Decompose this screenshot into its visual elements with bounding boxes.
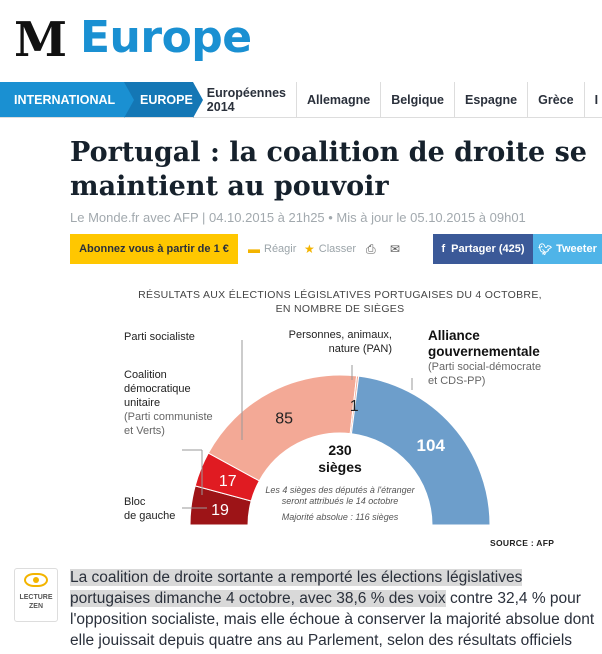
classify-button[interactable]: ★ Classer (304, 234, 356, 264)
react-button[interactable]: ▬ Réagir (248, 234, 296, 264)
facebook-share-button[interactable]: f Partager (425) (433, 234, 533, 264)
donut-segment-4 (350, 375, 491, 526)
nav-item-allemagne[interactable]: Allemagne (297, 82, 382, 117)
nav-international-label: INTERNATIONAL (14, 92, 116, 107)
facebook-icon: f (441, 243, 446, 255)
masthead: M Europe (0, 0, 602, 82)
label-bloc-de-gauche: Bloc de gauche (124, 495, 175, 523)
print-icon: ⎙ (366, 241, 376, 256)
label-pan-2: nature (PAN) (328, 343, 392, 355)
label-cdu-sub-2: et Verts) (124, 425, 165, 437)
print-button[interactable]: ⎙ (366, 234, 380, 264)
section-navbar: INTERNATIONAL EUROPE Européennes 2014 Al… (0, 82, 602, 118)
body-text-rest: contre 32,4 % pour l'opposition socialis… (70, 590, 595, 654)
article-lead-paragraph: La coalition de droite sortante a rempor… (70, 567, 602, 654)
chart-title-line-2: EN NOMBRE DE SIÈGES (275, 303, 405, 315)
total-seats-unit: sièges (318, 459, 362, 475)
chart-title-line-1: RÉSULTATS AUX ÉLECTIONS LÉGISLATIVES POR… (138, 289, 542, 301)
le-monde-logo[interactable]: M (14, 12, 67, 68)
mail-button[interactable]: ✉ (390, 234, 404, 264)
twitter-icon: 🐦︎ (538, 243, 553, 256)
label-alliance-2: gouvernementale (428, 344, 540, 359)
subscribe-button[interactable]: Abonnez vous à partir de 1 € (70, 234, 238, 264)
segment-value-label-4: 104 (417, 436, 446, 455)
chart-note: Les 4 sièges des députés à l'étranger se… (250, 485, 430, 523)
facebook-share-label: Partager (425) (451, 243, 525, 255)
segment-value-label-0: 19 (211, 502, 229, 519)
article-title: Portugal : la coalition de droite se mai… (70, 137, 587, 202)
label-pan-1: Personnes, animaux, (288, 329, 392, 341)
breadcrumb-arrow (124, 82, 134, 118)
star-icon: ★ (304, 242, 315, 256)
total-seats: 230 sièges (298, 442, 382, 476)
mail-icon: ✉ (390, 242, 401, 256)
article-actions: Abonnez vous à partir de 1 € ▬ Réagir ★ … (70, 234, 602, 264)
segment-value-label-3: 1 (350, 398, 359, 415)
label-alliance-sub: (Parti social-démocrate et CDS-PP) (428, 360, 541, 388)
label-cdu-3: unitaire (124, 397, 161, 409)
seats-half-donut: 19 17 85 1 104 (182, 340, 491, 526)
classify-label: Classer (318, 243, 357, 255)
chart-title: RÉSULTATS AUX ÉLECTIONS LÉGISLATIVES POR… (112, 288, 568, 316)
twitter-share-button[interactable]: 🐦︎ Tweeter (533, 234, 602, 264)
label-cdu-sub-1: (Parti communiste (124, 411, 213, 423)
label-bloc-2: de gauche (124, 510, 176, 522)
label-alliance: Alliance gouvernementale (428, 328, 540, 360)
label-pan: Personnes, animaux, nature (PAN) (276, 328, 392, 356)
label-alliance-1: Alliance (428, 328, 480, 343)
nav-item-truncated[interactable]: I (594, 92, 599, 107)
segment-value-label-2: 85 (275, 411, 293, 428)
nav-item-espagne[interactable]: Espagne (455, 82, 529, 117)
label-alliance-sub-2: et CDS-PP) (428, 375, 486, 387)
zen-reading-button[interactable]: LECTURE ZEN (14, 568, 58, 622)
chart-note-1: Les 4 sièges des députés à l'étranger (265, 485, 415, 495)
nav-europe-label: EUROPE (140, 92, 193, 107)
article-byline: Le Monde.fr avec AFP | 04.10.2015 à 21h2… (70, 210, 526, 225)
breadcrumb-arrow (192, 82, 203, 118)
label-cdu-1: Coalition (124, 369, 167, 381)
chart-note-3: Majorité absolue : 116 sièges (281, 512, 399, 522)
chart-note-2: seront attribués le 14 octobre (281, 496, 399, 506)
chart-source: SOURCE : AFP (490, 538, 555, 548)
segment-value-label-1: 17 (219, 473, 237, 490)
nav-item-europeennes-2014[interactable]: Européennes 2014 (193, 82, 297, 117)
zen-label-1: LECTURE (19, 594, 53, 601)
label-bloc-1: Bloc (124, 496, 146, 508)
nav-item-belgique[interactable]: Belgique (381, 82, 455, 117)
nav-europe[interactable]: EUROPE (124, 82, 203, 118)
section-title[interactable]: Europe (80, 12, 252, 63)
nav-item-grece[interactable]: Grèce (528, 82, 585, 117)
nav-international[interactable]: INTERNATIONAL (0, 82, 134, 118)
zen-label: LECTURE ZEN (15, 593, 57, 611)
label-coalition: Coalition démocratique unitaire (Parti c… (124, 368, 213, 438)
eye-icon (24, 573, 48, 587)
twitter-share-label: Tweeter (556, 243, 597, 255)
zen-label-2: ZEN (29, 603, 43, 610)
label-parti-socialiste: Parti socialiste (124, 331, 195, 343)
label-cdu-2: démocratique (124, 383, 191, 395)
react-label: Réagir (264, 243, 297, 255)
label-alliance-sub-1: (Parti social-démocrate (428, 361, 542, 373)
election-results-chart: RÉSULTATS AUX ÉLECTIONS LÉGISLATIVES POR… (112, 280, 568, 550)
comment-icon: ▬ (248, 242, 260, 256)
total-seats-value: 230 (328, 442, 352, 458)
